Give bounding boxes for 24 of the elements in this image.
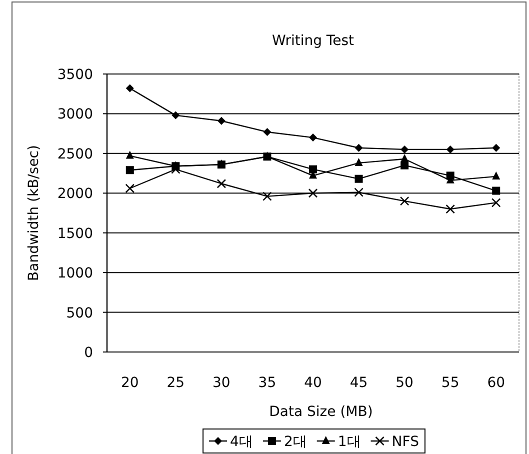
y-tick-label: 1500 — [57, 226, 93, 242]
legend-label: 1대 — [338, 434, 361, 450]
legend-label: NFS — [392, 434, 420, 450]
y-tick-label: 2500 — [57, 146, 93, 162]
x-tick-label: 50 — [396, 375, 414, 391]
x-tick-label: 40 — [304, 375, 322, 391]
x-tick-label: 35 — [258, 375, 276, 391]
x-axis-title: Data Size (MB) — [269, 404, 373, 420]
chart-title: Writing Test — [272, 33, 355, 49]
y-tick-label: 500 — [66, 305, 93, 322]
x-tick-label: 55 — [441, 375, 460, 391]
legend-label: 2대 — [284, 434, 307, 450]
y-tick-label: 3000 — [57, 106, 93, 123]
y-tick-label: 1000 — [57, 266, 93, 282]
x-tick-label: 60 — [487, 375, 506, 391]
y-tick-label: 0 — [84, 345, 93, 361]
legend-label: 4대 — [230, 434, 253, 450]
x-tick-label: 20 — [120, 375, 139, 391]
x-tick-label: 45 — [350, 375, 368, 391]
x-tick-label: 25 — [166, 375, 185, 391]
x-tick-label: 30 — [212, 375, 230, 391]
y-axis-title: Bandwidth (kB/sec) — [26, 145, 42, 281]
y-tick-label: 3500 — [57, 67, 93, 83]
y-tick-label: 2000 — [57, 186, 93, 202]
